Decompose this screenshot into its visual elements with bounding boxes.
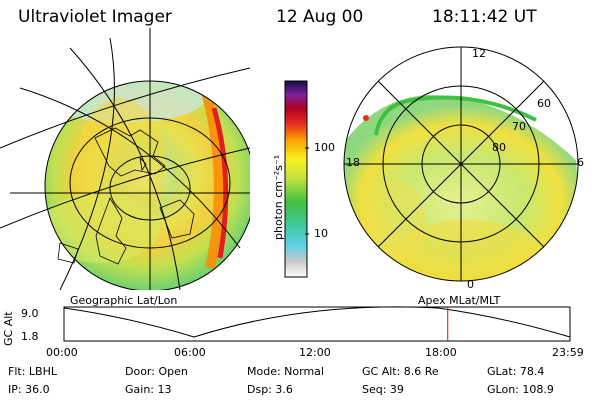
right-panel-caption: Apex MLat/MLT [418,294,501,307]
mlat-label-80: 80 [492,141,506,154]
mode-info: Mode: Normal [247,365,324,378]
altitude-plot [63,306,571,342]
mlt-label-left: 18 [346,156,360,169]
filter-info: Flt: LBHL [8,365,57,378]
seq-info: Seq: 39 [362,383,404,396]
mlt-label-right: 6 [577,156,584,169]
altitude-ylabel: GC Alt [2,311,15,346]
glat-info: GLat: 78.4 [487,365,545,378]
time-tick-1: 06:00 [174,346,206,359]
mlat-mlt-grid [343,46,579,282]
colorbar-tick-10: 10 [314,227,328,240]
dsp-info: Dsp: 3.6 [247,383,293,396]
earth-disk [45,81,250,290]
mlt-label-bottom: 0 [467,278,474,291]
color-scale-bar [284,80,309,278]
time-tick-3: 18:00 [425,346,457,359]
door-info: Door: Open [125,365,188,378]
mlt-label-top: 12 [472,47,486,60]
gc-alt-info: GC Alt: 8.6 Re [362,365,439,378]
time-tick-0: 00:00 [46,346,78,359]
colorbar-tick-100: 100 [314,141,335,154]
time-tick-2: 12:00 [299,346,331,359]
instrument-title: Ultraviolet Imager [18,7,172,27]
mlat-label-60: 60 [537,97,551,110]
magnetic-disk [344,95,578,281]
altitude-ytick-high: 9.0 [21,307,39,320]
altitude-ytick-low: 1.8 [21,330,39,343]
date-label: 12 Aug 00 [276,7,364,27]
time-tick-4: 23:59 [552,346,584,359]
coastlines [57,127,195,265]
mlat-label-70: 70 [512,120,526,133]
gain-info: Gain: 13 [125,383,172,396]
ip-info: IP: 36.0 [8,383,50,396]
magnetic-aurora-image [343,46,579,282]
colorbar-unit-label: photon cm⁻²s⁻¹ [272,154,285,240]
time-label: 18:11:42 UT [432,7,537,27]
geographic-grid [0,28,250,290]
geographic-aurora-image [0,28,250,290]
glon-info: GLon: 108.9 [487,383,554,396]
left-panel-caption: Geographic Lat/Lon [70,294,178,307]
